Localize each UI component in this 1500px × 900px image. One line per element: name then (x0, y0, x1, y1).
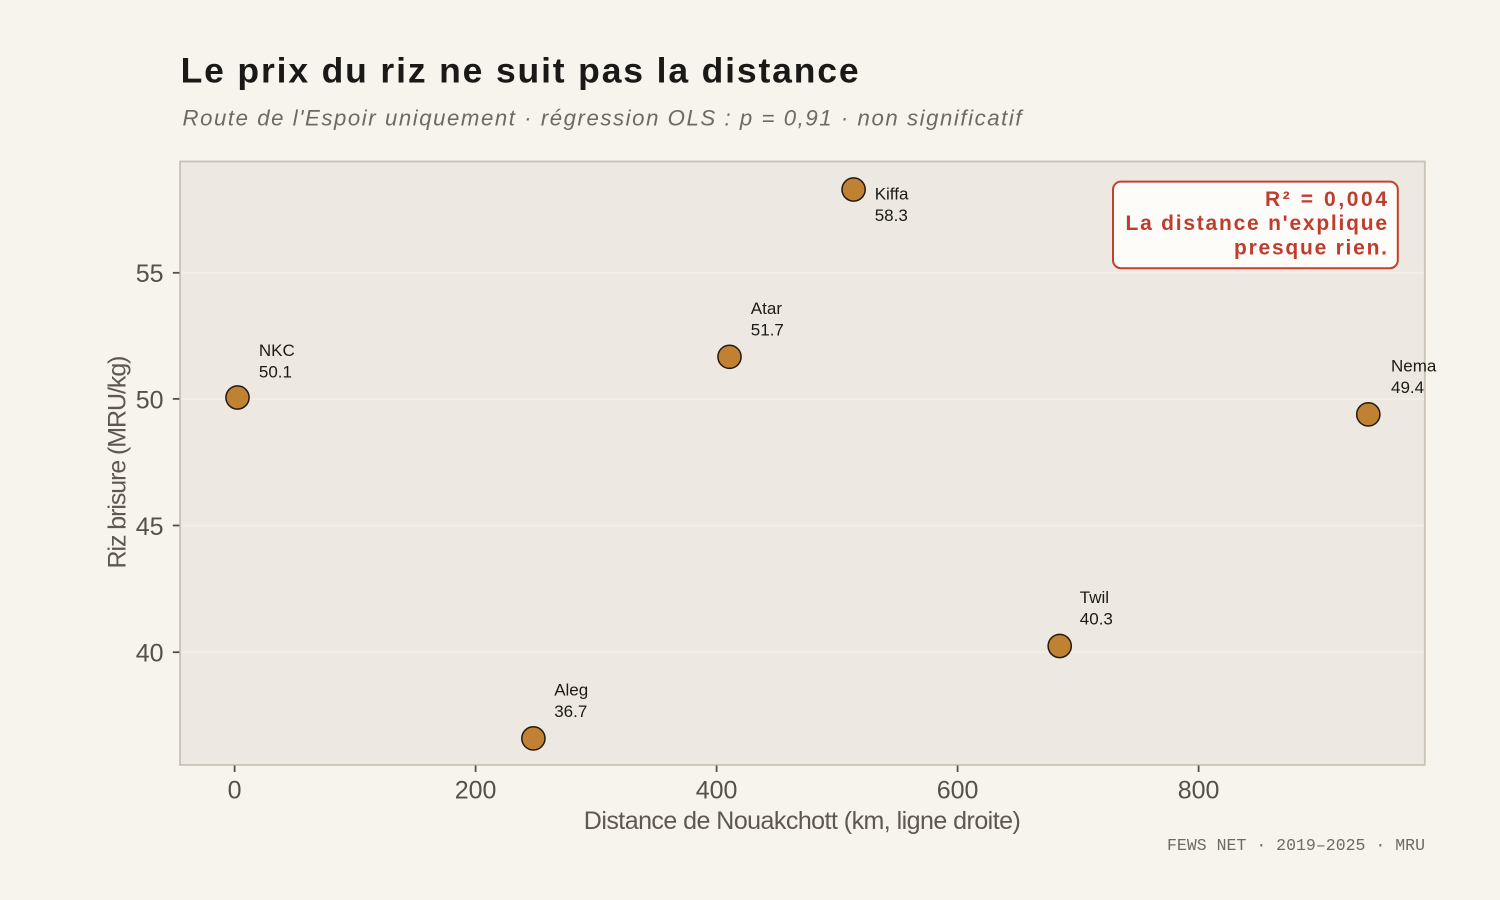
svg-text:800: 800 (1178, 776, 1220, 804)
svg-text:45: 45 (136, 513, 164, 541)
svg-text:200: 200 (455, 776, 497, 804)
svg-text:0: 0 (228, 776, 242, 804)
svg-text:La distance n'explique: La distance n'explique (1126, 212, 1388, 235)
svg-text:R² = 0,004: R² = 0,004 (1265, 188, 1387, 211)
svg-text:400: 400 (696, 776, 738, 804)
svg-text:Aleg: Aleg (554, 680, 588, 699)
svg-text:Distance de Nouakchott (km, li: Distance de Nouakchott (km, ligne droite… (584, 807, 1021, 835)
svg-text:presque rien.: presque rien. (1234, 236, 1387, 259)
svg-text:Twil: Twil (1080, 588, 1109, 607)
svg-text:50: 50 (136, 386, 164, 414)
svg-text:55: 55 (136, 260, 164, 288)
svg-text:Kiffa: Kiffa (875, 185, 909, 204)
svg-text:NKC: NKC (259, 341, 295, 360)
svg-text:600: 600 (937, 776, 979, 804)
svg-text:50.1: 50.1 (259, 362, 292, 381)
svg-text:Le prix du riz ne suit pas la: Le prix du riz ne suit pas la distance (181, 51, 859, 91)
svg-text:Nema: Nema (1391, 357, 1437, 376)
svg-text:Atar: Atar (751, 299, 783, 318)
svg-text:49.4: 49.4 (1391, 378, 1424, 397)
svg-text:51.7: 51.7 (751, 320, 784, 339)
svg-text:36.7: 36.7 (554, 702, 587, 721)
svg-text:40: 40 (136, 640, 164, 668)
svg-text:Riz brisure (MRU/kg): Riz brisure (MRU/kg) (103, 356, 131, 569)
svg-text:40.3: 40.3 (1080, 609, 1113, 628)
svg-text:58.3: 58.3 (875, 206, 908, 225)
svg-text:FEWS NET · 2019–2025 · MRU: FEWS NET · 2019–2025 · MRU (1167, 836, 1425, 855)
